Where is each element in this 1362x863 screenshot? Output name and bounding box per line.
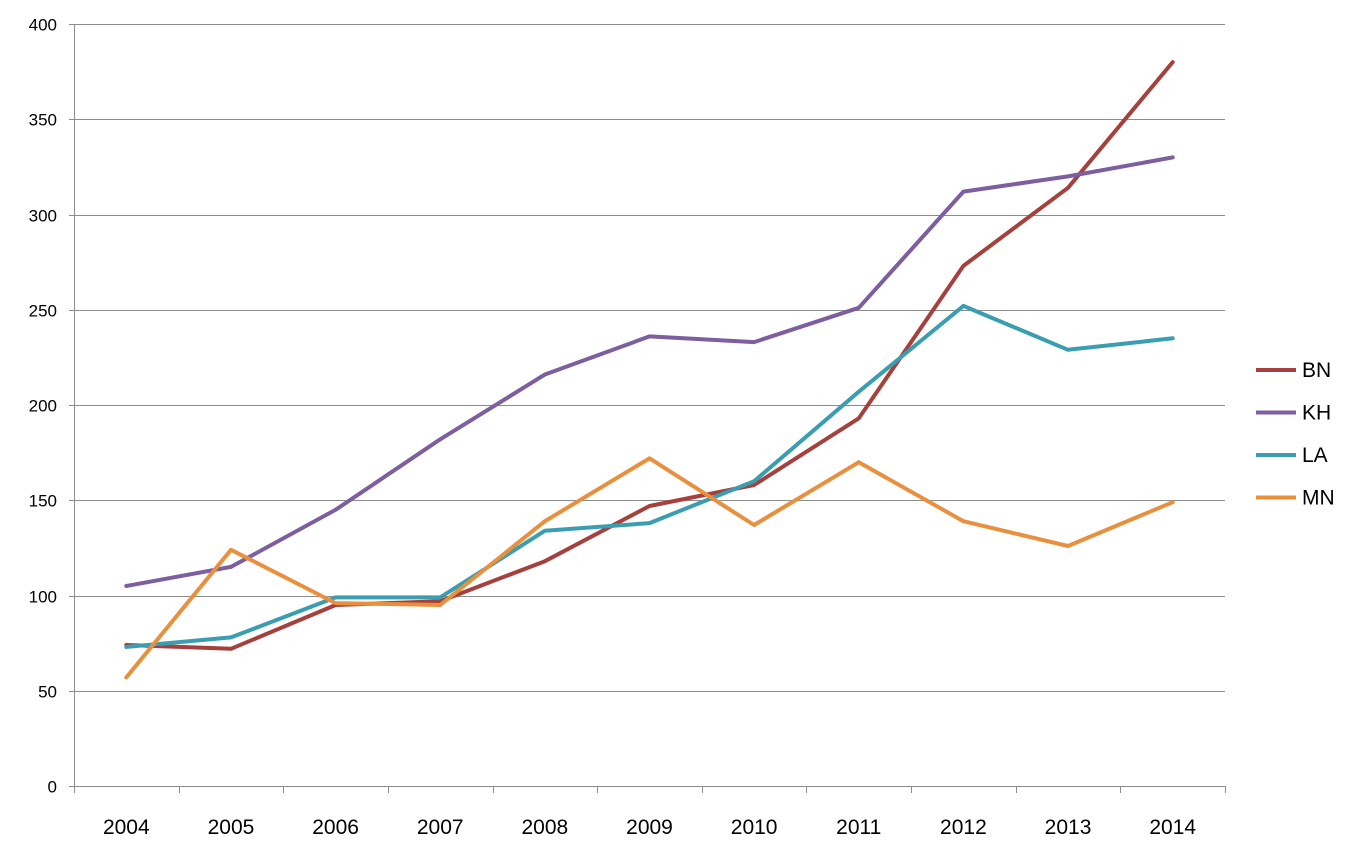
data-point-kh-2011	[857, 306, 861, 310]
data-point-mn-2007	[438, 603, 442, 607]
data-point-la-2005	[229, 635, 233, 639]
data-point-la-2008	[543, 529, 547, 533]
y-tick-label: 150	[29, 492, 57, 511]
y-tick-label: 50	[38, 683, 57, 702]
x-tick-label: 2009	[626, 816, 673, 839]
data-point-mn-2008	[543, 519, 547, 523]
y-tick-label: 250	[29, 302, 57, 321]
y-tick-label: 100	[29, 588, 57, 607]
y-tick-label: 200	[29, 397, 57, 416]
data-point-bn-2013	[1066, 186, 1070, 190]
data-point-mn-2012	[961, 519, 965, 523]
x-tick-label: 2005	[208, 816, 255, 839]
data-point-la-2010	[752, 479, 756, 483]
data-point-kh-2013	[1066, 174, 1070, 178]
data-point-kh-2008	[543, 373, 547, 377]
data-point-mn-2004	[124, 675, 128, 679]
legend-label-bn: BN	[1302, 359, 1331, 382]
data-point-mn-2013	[1066, 544, 1070, 548]
series-line-la	[124, 303, 1175, 649]
legend-label-la: LA	[1302, 444, 1328, 467]
data-point-la-2004	[124, 645, 128, 649]
x-axis-tick-labels: 2004 2005 2006 2007 2008 2009 2010 2011 2012 2013…	[103, 816, 1196, 839]
x-tick-label: 2011	[836, 816, 881, 839]
data-point-la-2011	[857, 390, 861, 394]
data-point-kh-2010	[752, 340, 756, 344]
y-tick-label: 400	[29, 16, 57, 35]
y-tick-label: 0	[48, 778, 57, 797]
data-point-kh-2004	[124, 584, 128, 588]
data-point-mn-2011	[857, 460, 861, 464]
x-tick-label: 2004	[103, 816, 150, 839]
x-tick-label: 2014	[1149, 816, 1196, 839]
legend-label-kh: KH	[1302, 402, 1331, 425]
gridlines	[74, 24, 1225, 692]
series-line-kh	[124, 155, 1175, 588]
y-tick-label: 350	[29, 111, 57, 130]
data-point-bn-2011	[857, 416, 861, 420]
y-axis-tick-labels: 0 50 100 150 200 250 300 350 400	[29, 16, 57, 797]
data-point-bn-2005	[229, 647, 233, 651]
data-point-bn-2012	[961, 264, 965, 268]
x-tick-label: 2007	[417, 816, 464, 839]
data-point-bn-2014	[1171, 60, 1175, 64]
data-point-mn-2005	[229, 548, 233, 552]
data-point-la-2009	[648, 521, 652, 525]
data-point-kh-2009	[648, 334, 652, 338]
data-point-mn-2009	[648, 456, 652, 460]
data-point-la-2014	[1171, 336, 1175, 340]
data-point-kh-2007	[438, 437, 442, 441]
data-point-kh-2012	[961, 190, 965, 194]
x-tick-label: 2013	[1045, 816, 1092, 839]
data-point-bn-2008	[543, 559, 547, 563]
x-tick-label: 2010	[731, 816, 778, 839]
data-point-mn-2010	[752, 523, 756, 527]
axes	[69, 24, 1226, 793]
data-point-bn-2009	[648, 504, 652, 508]
data-point-la-2007	[438, 595, 442, 599]
x-tick-label: 2006	[312, 816, 359, 839]
data-point-kh-2014	[1171, 155, 1175, 159]
data-point-mn-2014	[1171, 500, 1175, 504]
data-point-kh-2006	[334, 508, 338, 512]
legend: BN KH LA MN	[1256, 359, 1335, 510]
data-point-la-2013	[1066, 348, 1070, 352]
y-tick-label: 300	[29, 207, 57, 226]
x-tick-label: 2012	[940, 816, 987, 839]
data-point-mn-2006	[334, 601, 338, 605]
series-line-bn	[124, 60, 1175, 651]
data-point-la-2012	[961, 304, 965, 308]
series-line-mn	[124, 456, 1175, 680]
data-point-la-2006	[334, 595, 338, 599]
series-lines	[124, 60, 1175, 680]
x-tick-label: 2008	[522, 816, 569, 839]
legend-label-mn: MN	[1302, 487, 1335, 510]
data-point-kh-2005	[229, 565, 233, 569]
